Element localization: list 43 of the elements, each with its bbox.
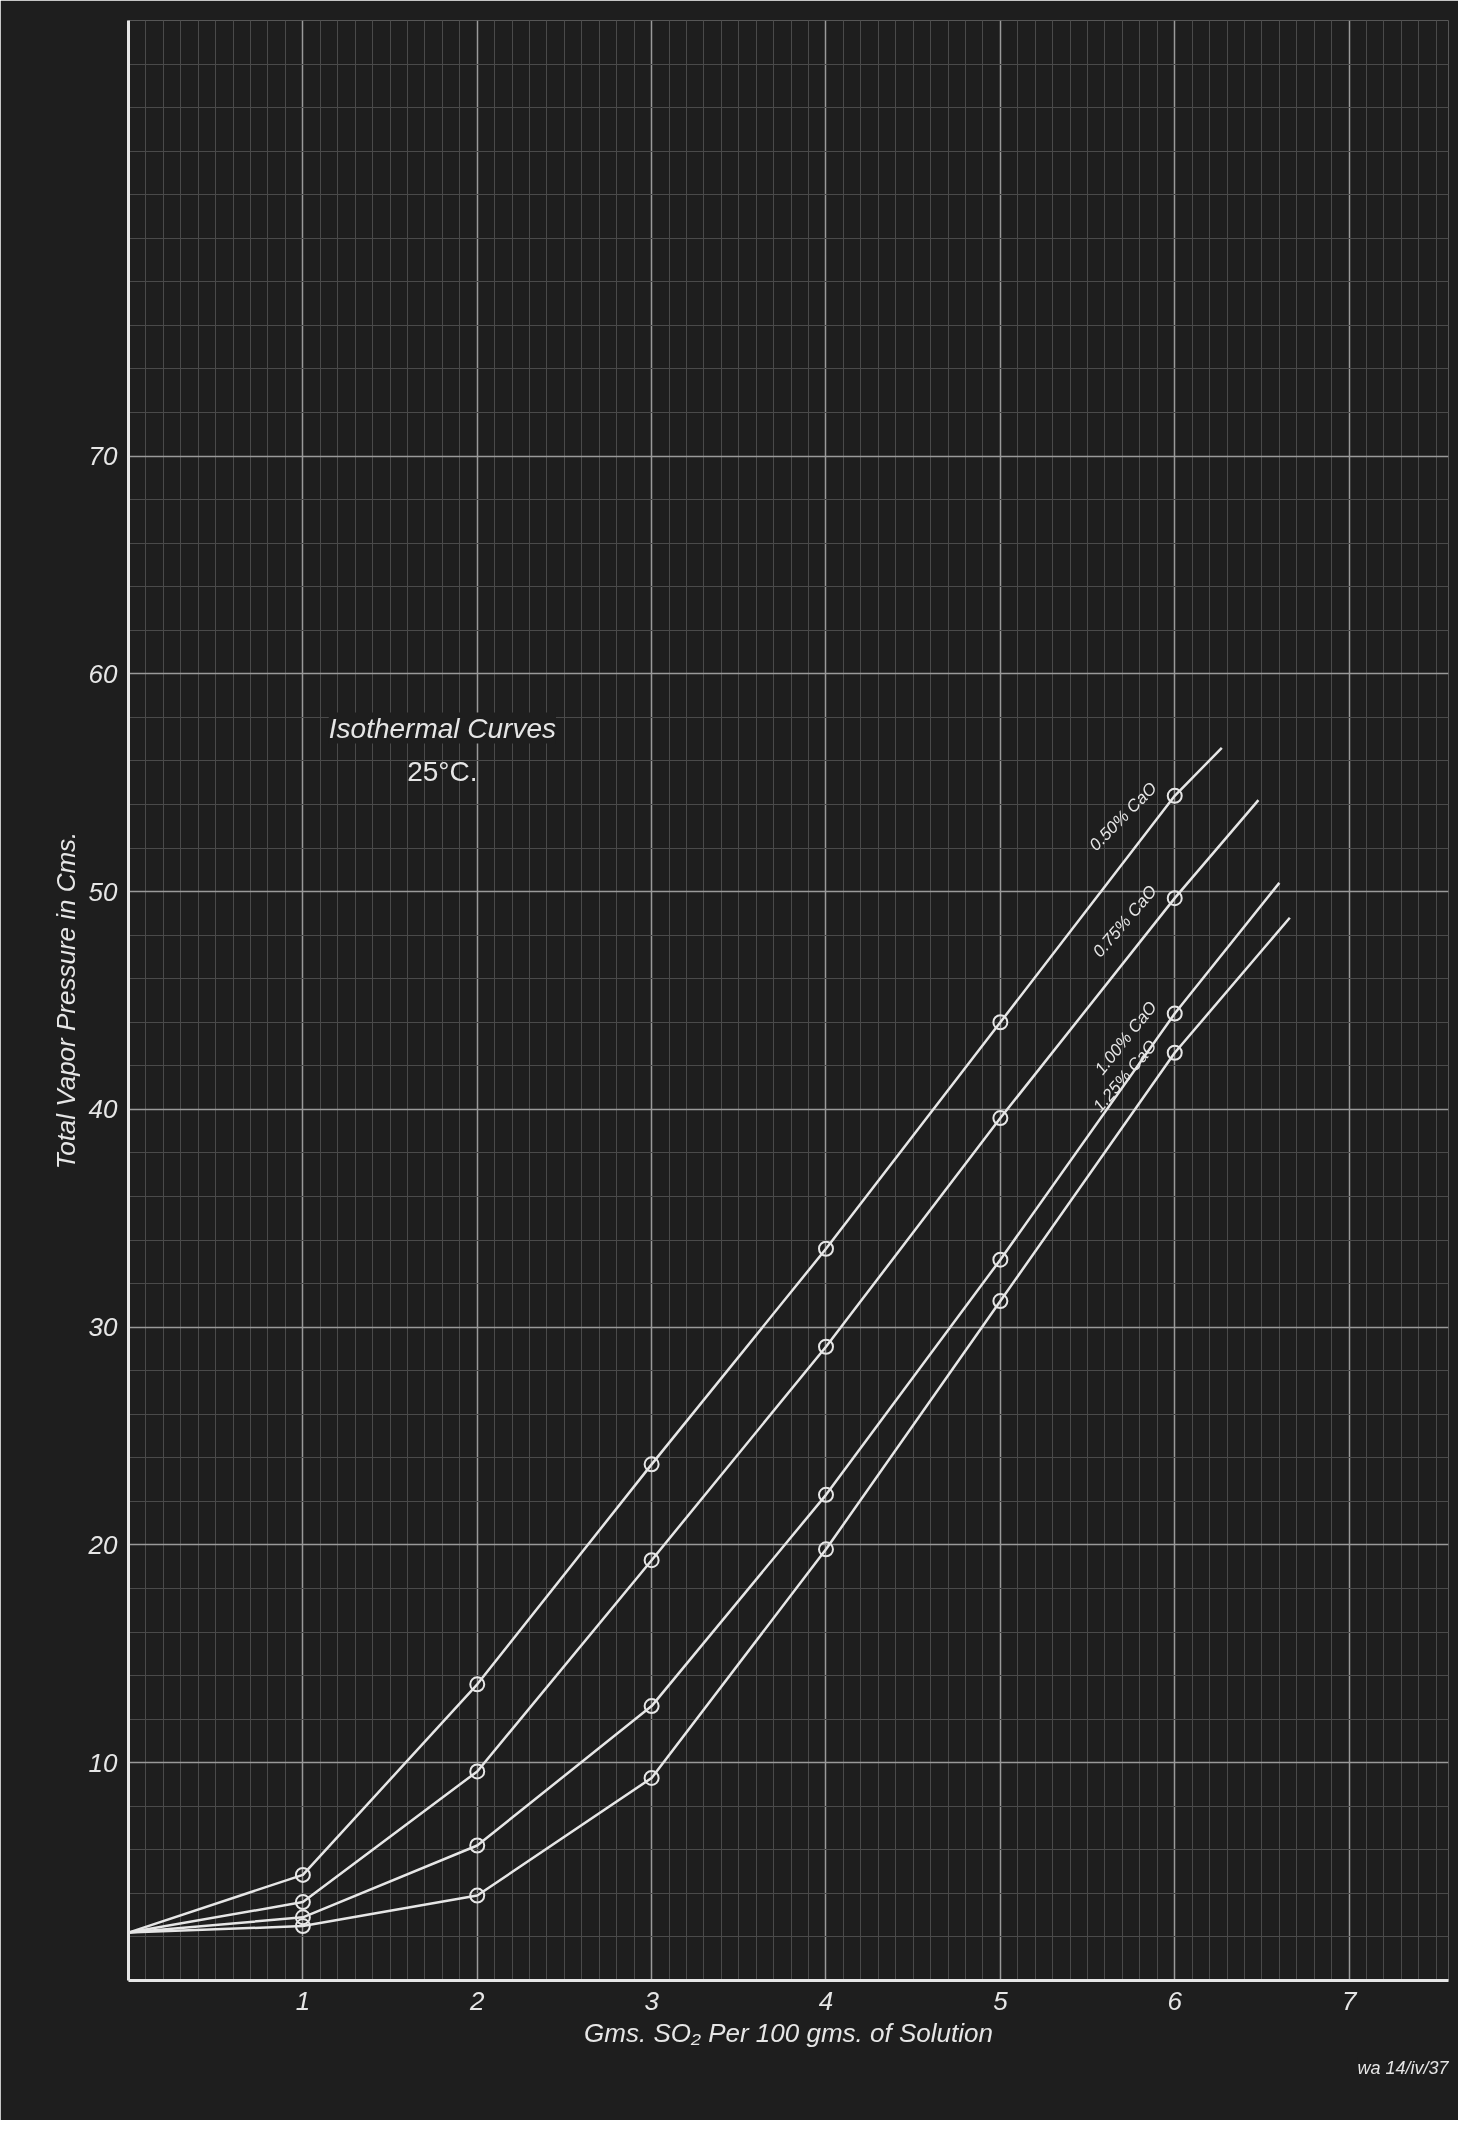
y-tick-label: 60: [88, 658, 119, 689]
text: wa 14/iv/37: [1357, 2057, 1450, 2078]
y-axis-title: Total Vapor Pressure in Cms.: [50, 831, 81, 1170]
point: [469, 1887, 486, 1904]
point: [643, 1552, 660, 1569]
point: [992, 1293, 1009, 1310]
point: [294, 1866, 311, 1883]
y-tick-label: 50: [88, 876, 119, 907]
x-tick-label: 1: [295, 1985, 311, 2016]
y-tick-label: 20: [87, 1529, 119, 1560]
x-tick-label: 2: [469, 1985, 486, 2016]
y-tick-label: 30: [88, 1312, 119, 1343]
point: [1166, 787, 1183, 804]
point: [294, 1909, 311, 1926]
x-tick-label: 3: [644, 1985, 660, 2016]
point: [643, 1456, 660, 1473]
point: [294, 1918, 311, 1935]
point: [817, 1486, 834, 1503]
point: [643, 1698, 660, 1715]
point: [1166, 1044, 1183, 1061]
x-tick-label: 7: [1341, 1985, 1358, 2016]
y-tick-label: 70: [88, 441, 119, 472]
point: [643, 1769, 660, 1786]
y-tick-label: 40: [88, 1094, 119, 1125]
point: [1166, 890, 1183, 907]
point: [469, 1676, 486, 1693]
point: [992, 1014, 1009, 1031]
x-tick-label: 4: [818, 1985, 834, 2016]
point: [817, 1240, 834, 1257]
text: 25°C.: [407, 756, 478, 788]
point: [992, 1251, 1009, 1268]
point: [992, 1110, 1009, 1127]
text: Isothermal Curves: [328, 712, 556, 744]
y-tick-label: 10: [88, 1747, 119, 1778]
point: [1166, 1005, 1183, 1022]
point: [817, 1338, 834, 1355]
point: [469, 1763, 486, 1780]
x-tick-label: 6: [1167, 1985, 1183, 2016]
x-tick-label: 5: [993, 1985, 1009, 2016]
point: [469, 1837, 486, 1854]
point: [294, 1894, 311, 1911]
x-axis-title: Gms. SO₂ Per 100 gms. of Solution: [584, 2017, 993, 2048]
point: [817, 1541, 834, 1558]
